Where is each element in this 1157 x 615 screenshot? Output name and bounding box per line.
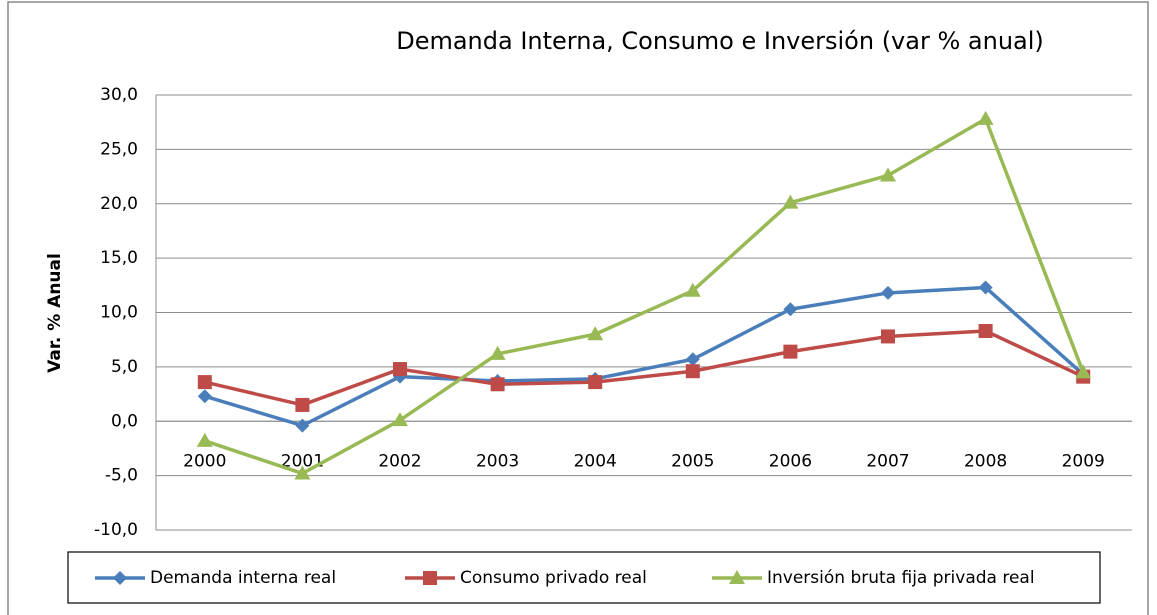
legend-marker — [423, 571, 437, 585]
data-point — [977, 110, 994, 125]
chart-title: Demanda Interna, Consumo e Inversión (va… — [396, 27, 1044, 55]
y-tick-label: -10,0 — [94, 520, 138, 540]
data-point — [782, 194, 799, 209]
y-tick-label: -5,0 — [105, 466, 138, 486]
legend-marker — [729, 570, 745, 584]
data-point — [685, 352, 700, 367]
data-point — [196, 432, 213, 447]
x-tick-label: 2005 — [671, 451, 714, 471]
data-point — [881, 285, 895, 300]
data-point — [295, 418, 310, 433]
data-point — [197, 389, 212, 404]
x-tick-label: 2007 — [866, 451, 909, 471]
x-tick-label: 2009 — [1062, 451, 1105, 471]
data-point — [197, 375, 212, 390]
y-tick-label: 20,0 — [100, 194, 138, 214]
x-tick-label: 2000 — [183, 451, 226, 471]
x-tick-label: 2002 — [378, 451, 421, 471]
x-tick-label: 2006 — [769, 451, 812, 471]
data-point — [489, 345, 506, 360]
data-point — [587, 326, 604, 341]
legend-label: Inversión bruta fija privada real — [767, 568, 1035, 588]
y-axis-label: Var. % Anual — [45, 253, 65, 373]
x-tick-label: 2003 — [476, 451, 519, 471]
data-point — [295, 397, 310, 412]
legend-marker — [113, 571, 127, 585]
chart-frame — [7, 1, 1149, 615]
data-point — [392, 412, 408, 427]
data-point — [393, 362, 407, 377]
y-tick-label: 15,0 — [100, 248, 138, 268]
data-point — [783, 302, 798, 317]
data-point — [684, 282, 701, 297]
data-point — [294, 465, 311, 480]
data-point — [881, 329, 895, 344]
y-tick-label: 0,0 — [111, 411, 138, 431]
y-tick-label: 30,0 — [100, 85, 138, 105]
legend-label: Consumo privado real — [460, 568, 647, 588]
data-point — [978, 280, 993, 295]
series-line — [204, 117, 1085, 476]
data-point — [1075, 364, 1092, 379]
data-point — [588, 375, 603, 390]
series-line — [204, 285, 1085, 428]
y-tick-label: 5,0 — [111, 357, 138, 377]
data-point — [685, 364, 700, 379]
legend-label: Demanda interna real — [150, 568, 336, 588]
series-line — [204, 329, 1084, 407]
y-tick-label: 10,0 — [100, 303, 138, 323]
data-point — [783, 344, 798, 359]
data-point — [880, 167, 896, 182]
x-tick-label: 2008 — [964, 451, 1007, 471]
y-tick-label: 25,0 — [100, 139, 138, 159]
legend-box — [67, 551, 1101, 604]
data-point — [490, 377, 505, 392]
x-tick-label: 2004 — [574, 451, 617, 471]
data-point — [978, 323, 993, 338]
